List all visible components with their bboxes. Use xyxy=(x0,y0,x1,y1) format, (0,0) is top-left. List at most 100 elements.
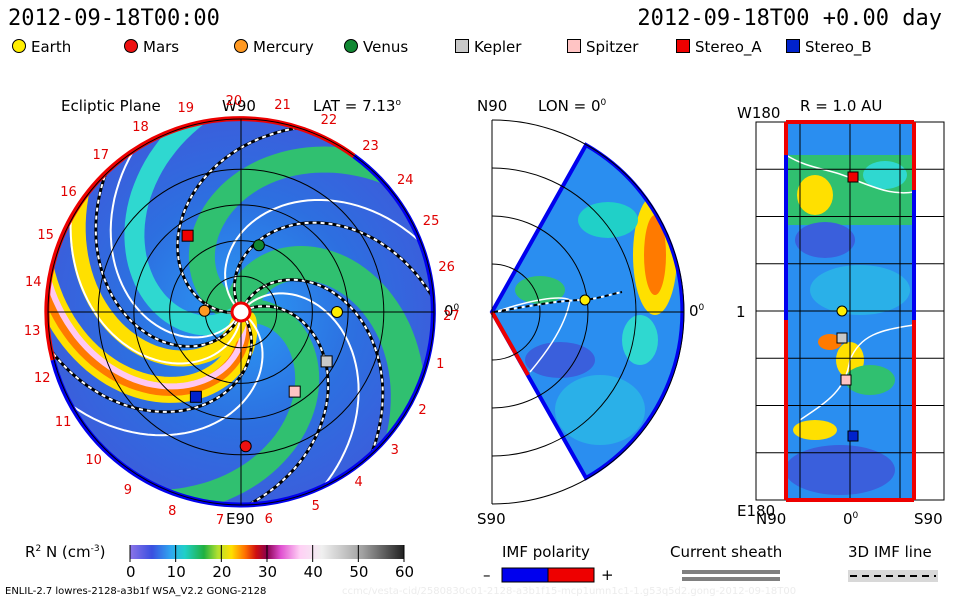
colorbar-tick-label: 60 xyxy=(395,563,415,581)
sector-number: 12 xyxy=(34,371,51,387)
legend-stereo-b: Stereo_B xyxy=(786,38,872,58)
venus-legend-icon xyxy=(344,39,358,53)
earth-marker-meridional xyxy=(579,294,591,306)
current-sheath-swatch xyxy=(682,570,780,574)
meridional-right-label: 00 xyxy=(689,302,705,320)
sector-number: 3 xyxy=(390,442,399,458)
sector-number: 20 xyxy=(225,94,243,110)
legend-label: Earth xyxy=(31,38,72,56)
sector-number: 13 xyxy=(23,323,41,339)
colorbar-tick-label: 40 xyxy=(303,563,323,581)
imf-polarity-title: IMF polarity xyxy=(502,543,590,561)
radial-mid-left-label: 1 xyxy=(736,303,746,321)
imf-minus: – xyxy=(483,566,491,584)
sector-number: 19 xyxy=(177,101,195,117)
legend-spitzer: Spitzer xyxy=(567,38,638,58)
sector-number: 14 xyxy=(25,274,42,290)
stereo-b-marker xyxy=(189,390,202,403)
sector-number: 6 xyxy=(264,511,273,527)
sector-number: 22 xyxy=(320,113,338,129)
sector-number: 9 xyxy=(123,483,133,499)
sector-number: 11 xyxy=(54,415,72,431)
radial-top-left-label: W180 xyxy=(737,104,781,122)
legend-label: Kepler xyxy=(474,38,522,56)
spitzer-marker xyxy=(288,385,301,398)
imf-negative-swatch xyxy=(501,567,549,583)
sector-number: 25 xyxy=(422,214,440,230)
mercury-marker xyxy=(198,304,211,317)
sector-number: 10 xyxy=(85,453,102,469)
datetime-right: 2012-09-18T00 +0.00 day xyxy=(637,6,942,31)
sector-number: 15 xyxy=(37,227,54,243)
legend-label: Mars xyxy=(143,38,180,56)
ecliptic-title: Ecliptic Plane xyxy=(61,97,161,115)
legend-label: Stereo_B xyxy=(805,38,872,56)
meridional-bottom-label: S90 xyxy=(477,510,506,528)
colorbar-tick-label: 30 xyxy=(258,563,278,581)
legend-label: Venus xyxy=(363,38,409,56)
sector-number: 16 xyxy=(60,184,77,200)
sector-number: 7 xyxy=(215,513,225,529)
legend-kepler: Kepler xyxy=(455,38,521,58)
radial-title: R = 1.0 AU xyxy=(800,97,883,115)
model-footer: ENLIL-2.7 lowres-2128-a3b1f WSA_V2.2 GON… xyxy=(5,586,267,597)
kepler-legend-icon xyxy=(455,39,469,53)
meridional-panel xyxy=(489,119,685,505)
colorbar-tick-label: 50 xyxy=(349,563,369,581)
sector-number: 8 xyxy=(168,503,177,519)
current-sheath-title: Current sheath xyxy=(670,543,783,561)
sector-number: 1 xyxy=(436,357,445,373)
earth-marker xyxy=(331,306,343,318)
mars-legend-icon xyxy=(124,39,138,53)
kepler-marker-radial xyxy=(836,332,848,344)
stereo-a-legend-icon xyxy=(676,39,690,53)
spitzer-marker-radial xyxy=(840,374,852,386)
sector-number: 2 xyxy=(418,402,427,418)
colorbar-tick-label: 0 xyxy=(126,563,136,581)
stereo-a-marker-radial xyxy=(847,171,859,183)
sector-number: 27 xyxy=(442,308,460,324)
legend-stereo-a: Stereo_A xyxy=(676,38,762,58)
spitzer-legend-icon xyxy=(567,39,581,53)
colorbar-tick-label: 10 xyxy=(166,563,186,581)
legend-label: Stereo_A xyxy=(695,38,762,56)
legend-mercury: Mercury xyxy=(234,38,314,58)
radial-bottom-label-s90: S90 xyxy=(914,510,943,528)
imf-positive-swatch xyxy=(547,567,595,583)
earth-marker-radial xyxy=(836,305,848,317)
sector-number: 26 xyxy=(438,260,455,276)
meridional-lon-label: LON = 00 xyxy=(538,97,607,115)
stereo-b-marker-radial xyxy=(847,430,859,442)
imf-line-title: 3D IMF line xyxy=(848,543,932,561)
ecliptic-top-label: W90 xyxy=(222,97,256,115)
venus-marker xyxy=(252,239,265,252)
colorbar-label: R2 N (cm-3) xyxy=(25,543,106,561)
radial-bottom-label-n90: N90 xyxy=(756,510,787,528)
legend-mars: Mars xyxy=(124,38,179,58)
stereo-a-marker xyxy=(181,229,194,242)
ecliptic-bottom-label: E90 xyxy=(226,510,255,528)
watermark-footer: ccmc/vesta-cid/2580830c01-2128-a3b1f15-m… xyxy=(342,586,797,597)
sector-number: 4 xyxy=(354,475,363,491)
sector-number: 21 xyxy=(274,98,291,114)
legend-earth: Earth xyxy=(12,38,71,58)
sector-number: 24 xyxy=(396,172,414,188)
earth-legend-icon xyxy=(12,39,26,53)
mars-marker xyxy=(239,440,252,453)
radial-bottom-left-label: E180 xyxy=(737,502,776,520)
sector-number: 17 xyxy=(92,147,110,163)
sector-number: 5 xyxy=(311,498,320,514)
kepler-marker xyxy=(320,355,333,368)
radial-panel xyxy=(755,120,945,502)
datetime-left: 2012-09-18T00:00 xyxy=(8,6,220,31)
meridional-top-label: N90 xyxy=(477,97,508,115)
mercury-legend-icon xyxy=(234,39,248,53)
radial-bottom-label-0: 00 xyxy=(843,510,859,528)
colorbar-tick-label: 20 xyxy=(212,563,232,581)
legend-label: Spitzer xyxy=(586,38,639,56)
legend-venus: Venus xyxy=(344,38,408,58)
ecliptic-right-label: 00 xyxy=(444,302,460,320)
sector-number: 18 xyxy=(132,119,149,135)
legend-label: Mercury xyxy=(253,38,314,56)
sector-number: 23 xyxy=(362,138,379,154)
